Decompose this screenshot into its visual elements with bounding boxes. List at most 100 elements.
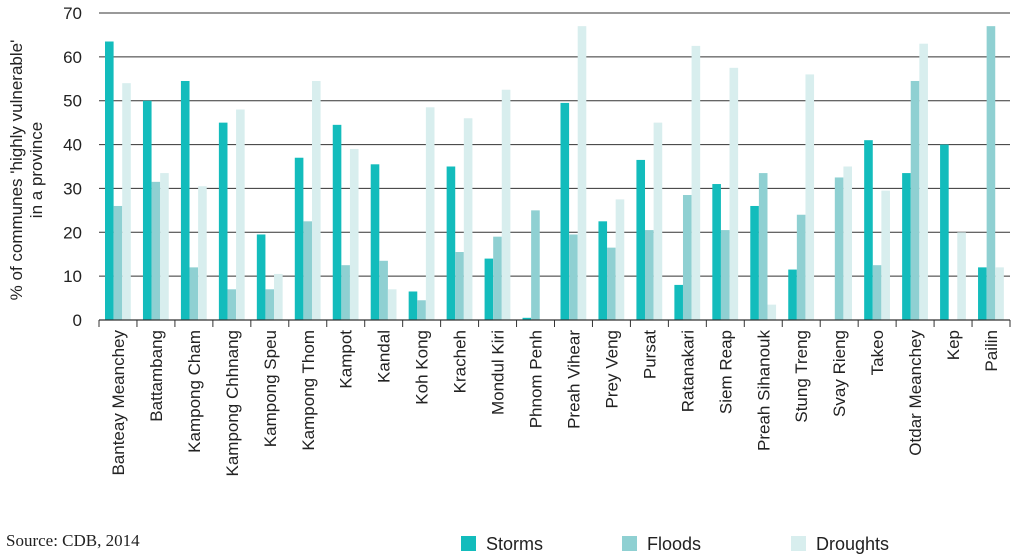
bar-droughts xyxy=(843,166,853,320)
x-category-label: Kep xyxy=(944,330,963,360)
bar-droughts xyxy=(729,67,739,320)
bar-chart: 0 10 20 30 40 50 60 70 Banteay Meanchey Battamba… xyxy=(7,4,1011,477)
bar-droughts xyxy=(236,109,245,321)
legend-label: Droughts xyxy=(816,534,889,554)
bar-floods xyxy=(796,214,806,320)
bar-storms xyxy=(218,122,228,320)
x-category-label: Kandal xyxy=(375,330,394,383)
bar-droughts xyxy=(387,289,397,320)
bar-droughts xyxy=(653,122,663,320)
x-category-label: Kampong Thom xyxy=(299,330,318,451)
y-axis-title: % of communes 'highly vulnerable' in a p… xyxy=(7,40,46,301)
bar-droughts xyxy=(691,45,701,320)
bar-storms xyxy=(636,159,646,320)
bar-floods xyxy=(151,181,161,320)
x-category-label: Battambang xyxy=(147,330,166,422)
x-category-label: Mondul Kiri xyxy=(489,330,508,415)
bars xyxy=(105,26,1004,321)
x-category-label: Kracheh xyxy=(451,330,470,393)
x-category-label: Kampot xyxy=(337,330,356,389)
x-category-label: Siem Reap xyxy=(716,330,735,414)
bar-storms xyxy=(788,269,797,320)
y-tick-label: 30 xyxy=(63,179,82,198)
bar-floods xyxy=(682,195,692,320)
bar-storms xyxy=(370,164,380,320)
bar-storms xyxy=(712,184,721,320)
bar-floods xyxy=(341,265,350,320)
bar-storms xyxy=(294,157,304,320)
bar-storms xyxy=(522,317,532,320)
bar-floods xyxy=(834,177,844,320)
bar-droughts xyxy=(919,43,928,320)
bar-storms xyxy=(674,284,683,320)
legend-item-storms: Storms xyxy=(461,534,543,554)
x-category-label: Preah Sihanouk xyxy=(754,330,773,451)
bar-droughts xyxy=(198,186,207,320)
y-tick-label: 50 xyxy=(63,92,82,111)
y-tick-label: 0 xyxy=(73,311,82,330)
y-tick-label: 20 xyxy=(63,223,82,242)
bar-storms xyxy=(940,144,949,320)
x-category-label: Takeo xyxy=(868,330,887,375)
y-tick-label: 60 xyxy=(63,48,82,67)
bar-storms xyxy=(256,234,266,320)
bar-droughts xyxy=(463,118,473,320)
legend-label: Storms xyxy=(486,534,543,554)
bar-floods xyxy=(720,230,730,320)
legend-swatch xyxy=(622,536,637,551)
bar-floods xyxy=(417,300,426,320)
source-note: Source: CDB, 2014 xyxy=(6,531,140,550)
x-category-label: Otdar Meanchey xyxy=(906,330,925,456)
bar-droughts xyxy=(995,267,1004,320)
y-tick-labels: 0 10 20 30 40 50 60 70 xyxy=(63,4,82,330)
bar-floods xyxy=(986,26,996,320)
bar-storms xyxy=(560,102,570,320)
x-category-label: Ratanakari xyxy=(678,330,697,412)
bar-storms xyxy=(446,166,456,320)
legend: Storms Floods Droughts xyxy=(461,534,889,554)
bar-floods xyxy=(379,260,388,320)
legend-item-droughts: Droughts xyxy=(791,534,889,554)
bar-droughts xyxy=(349,148,359,320)
bar-storms xyxy=(484,258,494,320)
y-axis-title-line2: in a province xyxy=(27,122,46,218)
x-category-label: Preah Vihear xyxy=(564,330,583,429)
x-category-label: Banteay Meanchey xyxy=(109,330,128,476)
bar-droughts xyxy=(881,190,890,320)
y-tick-label: 40 xyxy=(63,136,82,155)
x-category-label: Svay Rieng xyxy=(830,330,849,417)
bar-storms xyxy=(332,124,342,320)
x-category-label: Stung Treng xyxy=(792,330,811,423)
bar-storms xyxy=(864,140,873,320)
bar-droughts xyxy=(767,304,777,320)
bar-floods xyxy=(113,205,123,320)
bar-floods xyxy=(607,247,616,320)
y-tick-label: 10 xyxy=(63,267,82,286)
legend-swatch xyxy=(791,536,806,551)
bar-droughts xyxy=(957,232,966,320)
legend-label: Floods xyxy=(647,534,701,554)
bar-floods xyxy=(189,267,199,320)
bar-storms xyxy=(180,80,190,320)
bar-floods xyxy=(227,289,237,320)
bar-floods xyxy=(303,221,312,320)
bar-droughts xyxy=(615,199,625,320)
x-category-label: Kampong Speu xyxy=(261,330,280,447)
bar-floods xyxy=(265,289,275,320)
bar-storms xyxy=(598,221,608,320)
x-category-label: Pursat xyxy=(640,330,659,379)
x-category-label: Kampong Cham xyxy=(185,330,204,453)
gridlines xyxy=(99,12,1010,277)
bar-droughts xyxy=(122,83,131,320)
bar-droughts xyxy=(501,89,511,320)
x-category-label: Prey Veng xyxy=(602,330,621,408)
bar-floods xyxy=(872,265,882,320)
x-category-label: Kampong Chhnang xyxy=(223,330,242,477)
bar-storms xyxy=(105,41,114,320)
bar-droughts xyxy=(274,273,283,320)
x-category-label: Pailin xyxy=(982,330,1001,372)
bar-droughts xyxy=(805,74,815,321)
axes xyxy=(98,319,1011,327)
y-tick-label: 70 xyxy=(63,4,82,23)
bar-storms xyxy=(142,100,152,321)
